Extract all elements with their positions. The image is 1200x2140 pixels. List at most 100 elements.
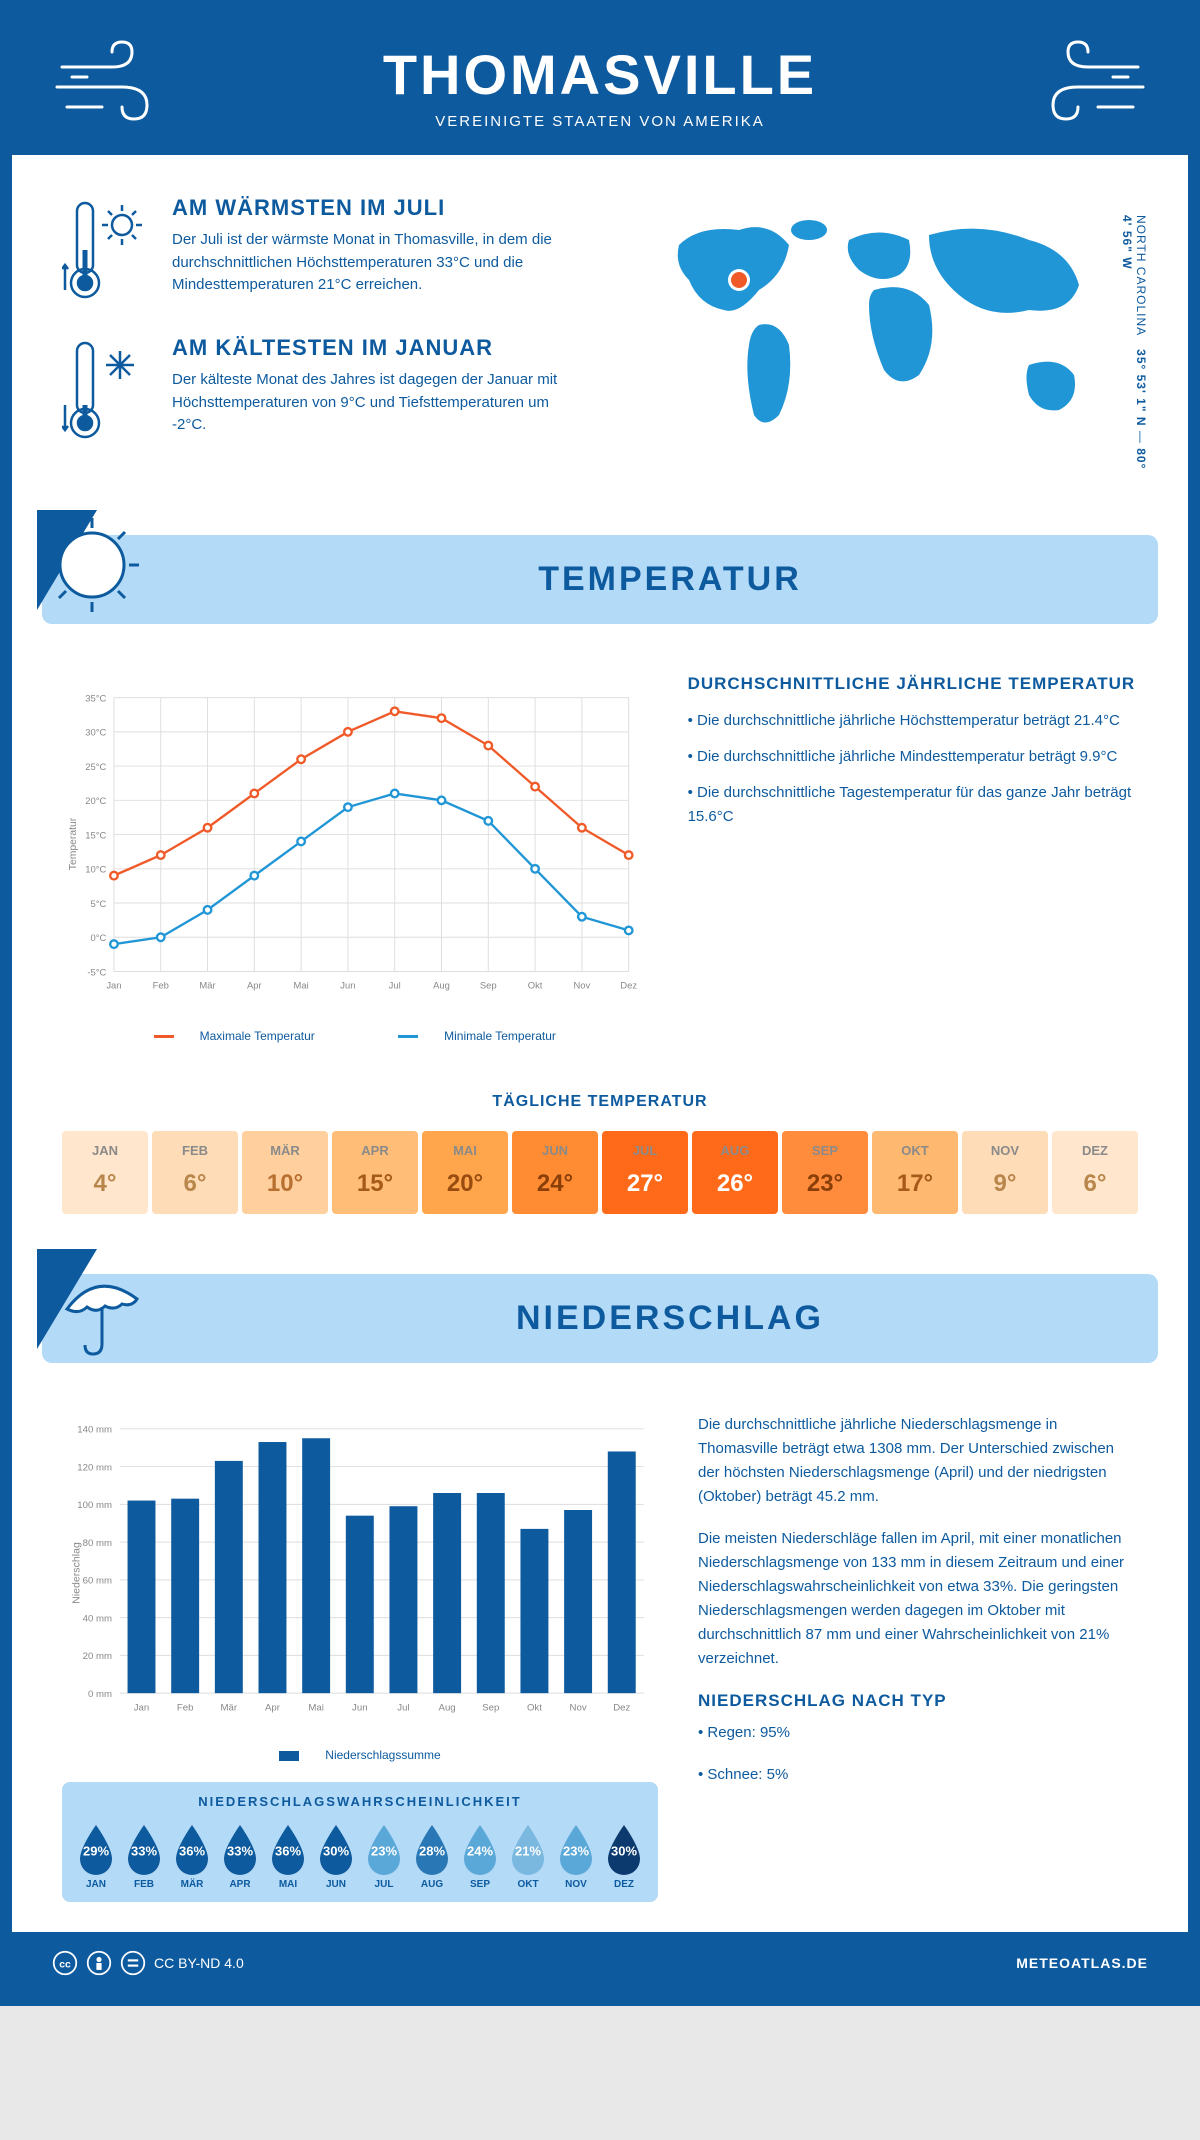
coldest-heading: AM KÄLTESTEN IM JANUAR (172, 335, 580, 361)
svg-text:cc: cc (59, 1959, 71, 1970)
coordinates: NORTH CAROLINA 35° 53' 1" N — 80° 4' 56"… (1120, 215, 1148, 475)
svg-text:140 mm: 140 mm (77, 1425, 112, 1436)
temperature-banner: TEMPERATUR (42, 535, 1158, 624)
world-map-icon (620, 195, 1138, 455)
temperature-legend: Maximale Temperatur Minimale Temperatur (62, 1029, 648, 1043)
coldest-text: Der kälteste Monat des Jahres ist dagege… (172, 369, 580, 437)
precip-content: 0 mm20 mm40 mm60 mm80 mm100 mm120 mm140 … (12, 1383, 1188, 1932)
svg-text:Mär: Mär (221, 1702, 238, 1713)
svg-text:Okt: Okt (528, 981, 543, 992)
precip-type: • Regen: 95% (698, 1721, 1138, 1745)
temp-cell: OKT17° (872, 1131, 958, 1214)
drop-cell: 30%DEZ (602, 1821, 646, 1890)
site-name: METEOATLAS.DE (1016, 1955, 1148, 1971)
nd-icon (120, 1950, 146, 1976)
svg-text:Apr: Apr (265, 1702, 281, 1713)
wind-icon (1028, 37, 1148, 127)
temp-bullet: • Die durchschnittliche jährliche Höchst… (688, 709, 1138, 733)
drop-cell: 36%MÄR (170, 1821, 214, 1890)
svg-text:Mai: Mai (294, 981, 309, 992)
temp-cell: APR15° (332, 1131, 418, 1214)
daily-temperature: TÄGLICHE TEMPERATUR JAN4°FEB6°MÄR10°APR1… (12, 1073, 1188, 1254)
precip-banner: NIEDERSCHLAG (42, 1274, 1158, 1363)
drop-cell: 24%SEP (458, 1821, 502, 1890)
svg-text:0°C: 0°C (91, 933, 107, 944)
svg-text:20 mm: 20 mm (83, 1651, 112, 1662)
drop-cell: 23%JUL (362, 1821, 406, 1890)
drop-cell: 36%MAI (266, 1821, 310, 1890)
svg-text:Jun: Jun (352, 1702, 368, 1713)
svg-text:30°C: 30°C (85, 728, 106, 739)
drop-cell: 30%JUN (314, 1821, 358, 1890)
temperature-chart: -5°C0°C5°C10°C15°C20°C25°C30°C35°CJanFeb… (62, 674, 648, 1043)
precip-para: Die durchschnittliche jährliche Niedersc… (698, 1413, 1138, 1509)
drop-cell: 33%FEB (122, 1821, 166, 1890)
prob-heading: NIEDERSCHLAGSWAHRSCHEINLICHKEIT (74, 1794, 646, 1809)
svg-text:Apr: Apr (247, 981, 262, 992)
svg-text:Sep: Sep (480, 981, 497, 992)
svg-text:0 mm: 0 mm (88, 1689, 112, 1700)
svg-text:35°C: 35°C (85, 693, 106, 704)
svg-text:Okt: Okt (527, 1702, 542, 1713)
temp-cell: FEB6° (152, 1131, 238, 1214)
warmest-text: Der Juli ist der wärmste Monat in Thomas… (172, 229, 580, 297)
svg-text:Nov: Nov (573, 981, 590, 992)
svg-text:Nov: Nov (570, 1702, 587, 1713)
sun-icon (37, 510, 177, 650)
temp-cell: DEZ6° (1052, 1131, 1138, 1214)
thermometer-cold-icon (62, 335, 152, 445)
footer: cc CC BY-ND 4.0 METEOATLAS.DE (12, 1932, 1188, 1994)
svg-text:Jul: Jul (389, 981, 401, 992)
svg-text:Aug: Aug (439, 1702, 456, 1713)
svg-text:40 mm: 40 mm (83, 1613, 112, 1624)
map-column: NORTH CAROLINA 35° 53' 1" N — 80° 4' 56"… (620, 195, 1138, 475)
license-block: cc CC BY-ND 4.0 (52, 1950, 244, 1976)
svg-text:100 mm: 100 mm (77, 1500, 112, 1511)
drop-cell: 23%NOV (554, 1821, 598, 1890)
by-icon (86, 1950, 112, 1976)
temp-bullet: • Die durchschnittliche Tagestemperatur … (688, 781, 1138, 829)
temp-cell: NOV9° (962, 1131, 1048, 1214)
temp-cell: JAN4° (62, 1131, 148, 1214)
page-container: THOMASVILLE VEREINIGTE STAATEN VON AMERI… (0, 0, 1200, 2006)
header: THOMASVILLE VEREINIGTE STAATEN VON AMERI… (12, 12, 1188, 155)
svg-text:Niederschlag: Niederschlag (70, 1542, 82, 1604)
facts-column: AM WÄRMSTEN IM JULI Der Juli ist der wär… (62, 195, 580, 475)
coldest-fact: AM KÄLTESTEN IM JANUAR Der kälteste Mona… (62, 335, 580, 445)
license-text: CC BY-ND 4.0 (154, 1955, 244, 1971)
svg-text:Dez: Dez (613, 1702, 630, 1713)
svg-text:Temperatur: Temperatur (68, 817, 79, 870)
svg-text:Dez: Dez (620, 981, 637, 992)
daily-temp-heading: TÄGLICHE TEMPERATUR (62, 1093, 1138, 1111)
temperature-info: DURCHSCHNITTLICHE JÄHRLICHE TEMPERATUR •… (688, 674, 1138, 1043)
svg-text:Jan: Jan (106, 981, 121, 992)
precip-left: 0 mm20 mm40 mm60 mm80 mm100 mm120 mm140 … (62, 1413, 658, 1902)
drop-cell: 21%OKT (506, 1821, 550, 1890)
precip-legend: Niederschlagssumme (62, 1748, 658, 1762)
precip-title: NIEDERSCHLAG (182, 1299, 1158, 1338)
drop-cell: 29%JAN (74, 1821, 118, 1890)
svg-text:Jul: Jul (397, 1702, 409, 1713)
svg-text:80 mm: 80 mm (83, 1538, 112, 1549)
svg-text:-5°C: -5°C (87, 967, 106, 978)
thermometer-hot-icon (62, 195, 152, 305)
drop-cell: 28%AUG (410, 1821, 454, 1890)
temp-cell: AUG26° (692, 1131, 778, 1214)
warmest-fact: AM WÄRMSTEN IM JULI Der Juli ist der wär… (62, 195, 580, 305)
svg-text:Feb: Feb (153, 981, 169, 992)
temp-cell: JUL27° (602, 1131, 688, 1214)
svg-text:Aug: Aug (433, 981, 450, 992)
svg-text:Sep: Sep (482, 1702, 499, 1713)
temp-cell: MAI20° (422, 1131, 508, 1214)
svg-text:20°C: 20°C (85, 796, 106, 807)
temperature-content: -5°C0°C5°C10°C15°C20°C25°C30°C35°CJanFeb… (12, 644, 1188, 1073)
wind-icon (52, 37, 172, 127)
city-title: THOMASVILLE (32, 42, 1168, 107)
svg-text:15°C: 15°C (85, 830, 106, 841)
temperature-title: TEMPERATUR (182, 560, 1158, 599)
temp-cell: SEP23° (782, 1131, 868, 1214)
svg-text:Jun: Jun (340, 981, 355, 992)
country-subtitle: VEREINIGTE STAATEN VON AMERIKA (32, 113, 1168, 130)
svg-text:25°C: 25°C (85, 762, 106, 773)
drop-cell: 33%APR (218, 1821, 262, 1890)
